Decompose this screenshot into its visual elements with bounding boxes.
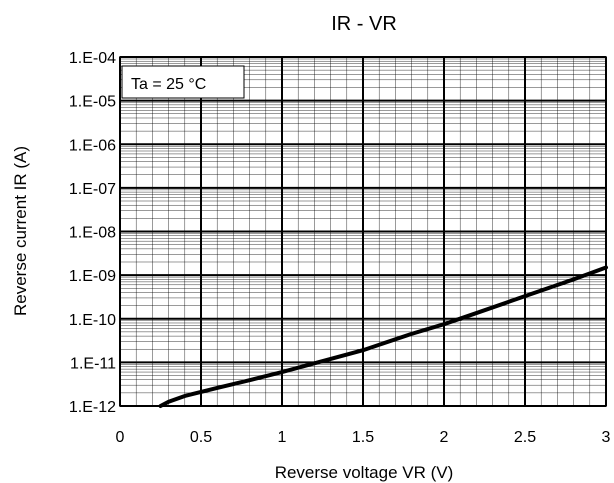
y-tick-label: 1.E-10: [69, 312, 116, 329]
x-tick-label: 0: [116, 429, 125, 446]
ir-vr-curve: [158, 265, 608, 408]
y-tick-labels: 1.E-12 1.E-11 1.E-10 1.E-09 1.E-08 1.E-07 1.E-…: [69, 50, 116, 416]
annotation-background: [121, 65, 245, 99]
x-axis-label: Reverse voltage VR (V): [275, 463, 454, 482]
x-tick-label: 3: [602, 429, 611, 446]
annotation-box: Ta = 25 °C: [121, 65, 245, 99]
x-tick-label: 0.5: [190, 429, 212, 446]
y-tick-label: 1.E-06: [69, 137, 116, 154]
x-tick-labels: 0 0.5 1 1.5 2 2.5 3: [116, 429, 611, 446]
x-tick-label: 2.5: [514, 429, 536, 446]
major-grid: [119, 56, 607, 407]
y-tick-label: 1.E-12: [69, 399, 116, 416]
y-tick-label: 1.E-08: [69, 225, 116, 242]
y-axis-label: Reverse current IR (A): [11, 146, 30, 316]
plot-frame: [119, 56, 607, 407]
x-tick-label: 1.5: [352, 429, 374, 446]
y-tick-label: 1.E-09: [69, 268, 116, 285]
y-tick-label: 1.E-05: [69, 94, 116, 111]
y-tick-label: 1.E-11: [70, 355, 116, 372]
x-tick-label: 2: [440, 429, 449, 446]
chart-title: IR - VR: [331, 13, 397, 35]
annotation-text: Ta = 25 °C: [131, 76, 206, 93]
x-tick-label: 1: [278, 429, 287, 446]
y-tick-label: 1.E-07: [69, 181, 116, 198]
y-tick-label: 1.E-04: [69, 50, 116, 67]
